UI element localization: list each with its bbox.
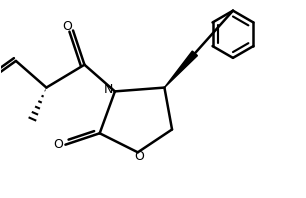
Polygon shape	[164, 51, 197, 88]
Text: O: O	[135, 150, 145, 163]
Text: O: O	[62, 20, 72, 33]
Text: O: O	[54, 138, 64, 151]
Text: N: N	[103, 83, 113, 96]
